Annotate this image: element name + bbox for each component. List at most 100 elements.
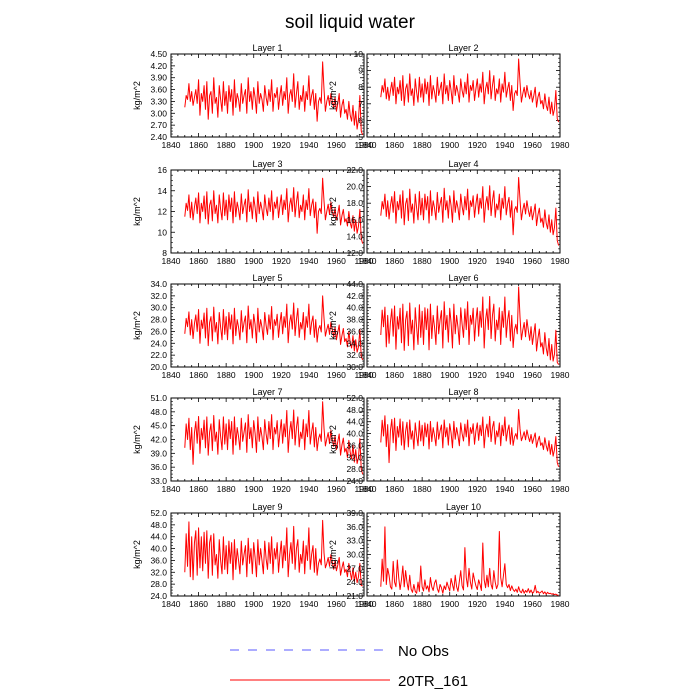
- y-tick-label: 21.0: [346, 591, 363, 601]
- y-tick-label: 6: [358, 115, 363, 125]
- y-tick-label: 8: [162, 248, 167, 258]
- y-tick-label: 28.0: [150, 315, 167, 325]
- series-line: [380, 176, 560, 246]
- x-tick-label: 1860: [385, 140, 404, 150]
- y-axis-label: kg/m^2: [328, 311, 338, 340]
- x-tick-label: 1900: [440, 370, 459, 380]
- x-tick-label: 1900: [244, 140, 263, 150]
- x-tick-label: 1880: [413, 370, 432, 380]
- y-tick-label: 48.0: [150, 407, 167, 417]
- x-tick-label: 1920: [272, 256, 291, 266]
- x-tick-label: 1920: [468, 370, 487, 380]
- x-tick-label: 1960: [327, 599, 346, 609]
- x-tick-label: 1980: [551, 599, 570, 609]
- x-tick-label: 1900: [440, 484, 459, 494]
- y-tick-label: 24.0: [346, 577, 363, 587]
- series-line: [184, 177, 364, 244]
- y-tick-label: 20.0: [150, 362, 167, 372]
- x-tick-label: 1960: [523, 599, 542, 609]
- panel-title: Layer 10: [446, 502, 481, 512]
- y-axis-label: kg/m^2: [132, 311, 142, 340]
- y-tick-label: 2.40: [150, 132, 167, 142]
- x-tick-label: 1940: [495, 256, 514, 266]
- y-tick-label: 34.0: [150, 279, 167, 289]
- x-tick-label: 1880: [217, 484, 236, 494]
- y-tick-label: 27.0: [346, 563, 363, 573]
- y-tick-label: 44.0: [346, 417, 363, 427]
- x-tick-label: 1880: [217, 256, 236, 266]
- y-tick-label: 34.0: [346, 338, 363, 348]
- x-tick-label: 1860: [385, 599, 404, 609]
- y-tick-label: 32.0: [346, 452, 363, 462]
- x-tick-label: 1920: [272, 599, 291, 609]
- plot-frame: [366, 283, 561, 368]
- y-tick-label: 51.0: [150, 393, 167, 403]
- x-tick-label: 1840: [162, 599, 181, 609]
- y-tick-label: 28.0: [150, 579, 167, 589]
- panel-title: Layer 2: [448, 43, 478, 53]
- y-tick-label: 44.0: [346, 279, 363, 289]
- chart-panel: Layer 8 kg/m^2 1840 1860 1880 1900 1920 1940 196…: [328, 387, 570, 494]
- y-tick-label: 36.0: [346, 440, 363, 450]
- x-tick-label: 1840: [162, 140, 181, 150]
- x-tick-label: 1920: [272, 370, 291, 380]
- x-tick-label: 1860: [189, 370, 208, 380]
- legend: No Obs 20TR_161: [230, 643, 468, 690]
- x-tick-label: 1860: [189, 256, 208, 266]
- panel-title: Layer 8: [448, 387, 478, 397]
- x-tick-label: 1960: [327, 140, 346, 150]
- panel-title: Layer 5: [252, 273, 282, 283]
- x-tick-label: 1940: [299, 599, 318, 609]
- y-tick-label: 48.0: [150, 520, 167, 530]
- chart-panel: Layer 5 kg/m^2 1840 1860 1880 1900 1920 1940 196…: [132, 273, 374, 380]
- x-tick-label: 1880: [413, 484, 432, 494]
- y-tick-label: 44.0: [150, 532, 167, 542]
- y-tick-label: 2.70: [150, 120, 167, 130]
- y-tick-label: 3.00: [150, 108, 167, 118]
- x-tick-label: 1960: [327, 256, 346, 266]
- y-axis-label: kg/m^2: [132, 197, 142, 226]
- x-tick-label: 1980: [551, 484, 570, 494]
- x-tick-label: 1840: [358, 484, 377, 494]
- y-axis-label: kg/m^2: [132, 425, 142, 454]
- x-tick-label: 1960: [327, 370, 346, 380]
- y-tick-label: 16.0: [346, 215, 363, 225]
- x-tick-label: 1940: [299, 484, 318, 494]
- chart-panels: Layer 1 kg/m^2 1840 1860 1880 1900 1920 1940 196…: [132, 43, 570, 609]
- y-tick-label: 36.0: [150, 462, 167, 472]
- y-axis-label: kg/m^2: [328, 540, 338, 569]
- x-tick-label: 1860: [385, 370, 404, 380]
- x-tick-label: 1920: [272, 140, 291, 150]
- x-tick-label: 1980: [355, 484, 374, 494]
- panel-title: Layer 3: [252, 159, 282, 169]
- x-tick-label: 1900: [244, 370, 263, 380]
- x-tick-label: 1980: [551, 140, 570, 150]
- y-tick-label: 30.0: [150, 303, 167, 313]
- legend-label: 20TR_161: [398, 673, 468, 690]
- x-tick-label: 1880: [413, 599, 432, 609]
- x-tick-label: 1900: [440, 599, 459, 609]
- x-tick-label: 1880: [413, 140, 432, 150]
- y-axis-label: kg/m^2: [132, 81, 142, 110]
- series-line: [380, 526, 559, 596]
- series-line: [184, 401, 364, 475]
- y-tick-label: 4.50: [150, 49, 167, 59]
- x-tick-label: 1980: [551, 256, 570, 266]
- x-tick-label: 1840: [358, 256, 377, 266]
- x-tick-label: 1960: [523, 256, 542, 266]
- x-tick-label: 1980: [355, 370, 374, 380]
- x-tick-label: 1860: [189, 484, 208, 494]
- y-axis-label: kg/m^2: [132, 540, 142, 569]
- y-axis-label: kg/m^2: [328, 425, 338, 454]
- y-tick-label: 52.0: [150, 508, 167, 518]
- x-tick-label: 1900: [244, 256, 263, 266]
- y-tick-label: 33.0: [346, 536, 363, 546]
- y-tick-label: 40.0: [346, 429, 363, 439]
- y-tick-label: 16: [158, 165, 168, 175]
- y-tick-label: 24.0: [150, 591, 167, 601]
- x-tick-label: 1920: [468, 599, 487, 609]
- series-line: [380, 409, 560, 467]
- x-tick-label: 1900: [440, 256, 459, 266]
- series-line: [184, 519, 363, 587]
